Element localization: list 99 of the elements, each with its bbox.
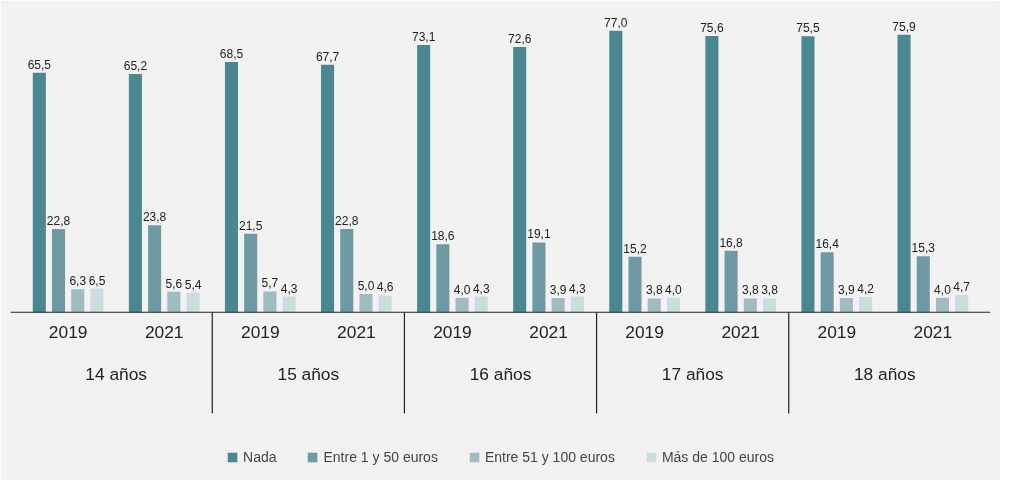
bar (897, 34, 911, 313)
data-label: 5,0 (357, 278, 375, 293)
data-label: 75,5 (796, 21, 820, 36)
bar (859, 296, 873, 313)
data-label: 5,7 (261, 276, 279, 291)
bar (52, 228, 66, 313)
data-label: 22,8 (46, 213, 71, 228)
data-label: 75,9 (892, 19, 917, 34)
bar (955, 295, 969, 313)
data-label: 18,6 (431, 229, 455, 244)
bar (359, 293, 373, 313)
bar (609, 30, 623, 313)
bar (935, 297, 949, 313)
bar (916, 256, 930, 313)
bar (32, 72, 46, 313)
data-label: 75,6 (700, 20, 724, 35)
data-label: 65,2 (123, 58, 148, 73)
bar (532, 242, 546, 313)
bar (801, 36, 815, 313)
legend-label: Entre 51 y 100 euros (484, 449, 615, 465)
data-label: 4,3 (472, 281, 490, 296)
x-tick-label: 2021 (721, 322, 760, 343)
bar (705, 35, 719, 313)
data-label: 3,9 (549, 283, 567, 298)
data-label: 73,1 (411, 30, 436, 45)
bar (340, 228, 354, 313)
data-label: 15,2 (623, 241, 648, 256)
bar (186, 292, 200, 313)
bar (148, 225, 162, 313)
bar (417, 45, 431, 313)
bar (455, 297, 469, 313)
text: 14 años (85, 364, 148, 385)
legend-label: Nada (243, 449, 277, 465)
bar (282, 296, 296, 313)
x-tick-label: 2019 (817, 322, 857, 343)
data-label: 21,5 (239, 218, 263, 233)
bar (71, 289, 85, 313)
x-tick-label: 2019 (433, 322, 472, 343)
data-label: 5,4 (184, 277, 202, 292)
bar (263, 291, 277, 313)
data-label: 6,5 (88, 273, 106, 288)
data-label: 3,8 (741, 283, 759, 298)
text: 15 años (277, 364, 340, 385)
data-label: 68,5 (219, 46, 244, 61)
text: 16 años (469, 364, 532, 385)
bar (820, 252, 834, 313)
data-label: 72,6 (508, 31, 532, 46)
data-label: 16,8 (719, 235, 744, 250)
bar (321, 64, 335, 313)
data-label: 67,7 (315, 49, 340, 64)
x-tick-label: 2021 (337, 322, 376, 343)
x-tick-label: 2019 (241, 322, 280, 343)
data-label: 6,3 (69, 274, 87, 289)
bar (167, 291, 181, 313)
data-label: 3,8 (645, 283, 663, 298)
x-tick-label: 2019 (625, 322, 664, 343)
data-label: 19,1 (527, 227, 551, 242)
bar (474, 296, 488, 313)
bar (666, 297, 680, 313)
bar (647, 298, 661, 313)
data-label: 4,0 (934, 282, 952, 297)
bar (551, 298, 565, 313)
data-label: 5,6 (165, 276, 183, 291)
data-label: 77,0 (604, 15, 628, 30)
text: 18 años (853, 364, 916, 385)
bar (436, 244, 450, 313)
bar (628, 256, 642, 313)
data-label: 4,7 (953, 280, 971, 295)
data-label: 23,8 (142, 210, 167, 225)
data-label: 4,0 (453, 282, 471, 297)
bar (513, 46, 527, 313)
data-label: 15,3 (911, 241, 936, 256)
bar (378, 295, 392, 313)
bar (128, 73, 142, 313)
legend-label: Más de 100 euros (661, 449, 774, 465)
bar (224, 61, 239, 313)
bar (570, 296, 584, 313)
data-label: 4,3 (569, 281, 587, 296)
text: 17 años (661, 364, 724, 385)
bar (244, 233, 258, 313)
data-label: 4,6 (376, 280, 394, 295)
x-tick-label: 2021 (144, 322, 184, 343)
bar (839, 298, 853, 313)
data-label: 4,3 (280, 281, 298, 296)
data-label: 4,2 (857, 281, 875, 296)
x-tick-label: 2019 (48, 322, 88, 343)
bar (762, 298, 777, 313)
data-label: 65,5 (27, 57, 52, 72)
bar (724, 250, 738, 313)
bar (743, 298, 757, 313)
legend-label: Entre 1 y 50 euros (323, 449, 438, 465)
x-tick-label: 2021 (529, 322, 568, 343)
data-label: 3,9 (838, 283, 856, 298)
data-label: 16,4 (815, 237, 840, 252)
bar (90, 288, 104, 313)
x-tick-label: 2021 (913, 322, 953, 343)
data-label: 22,8 (335, 213, 359, 228)
data-label: 4,0 (665, 282, 683, 297)
data-label: 3,8 (761, 283, 779, 298)
